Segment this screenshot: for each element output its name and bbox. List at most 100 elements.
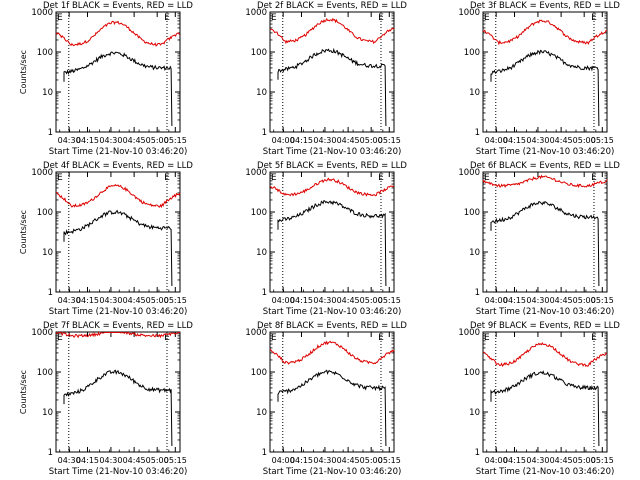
panel-title: Det 8f BLACK = Events, RED = LLD (257, 321, 407, 331)
y-tick-label: 1 (48, 288, 53, 298)
x-axis-label: Start Time (21-Nov-10 03:46:20) (476, 467, 615, 477)
panel-det-5: Det 5f BLACK = Events, RED = LLD 1 10 100 10… (245, 161, 407, 317)
flag-marker: E (57, 173, 63, 183)
x-axis-label: Start Time (21-Nov-10 03:46:20) (263, 467, 402, 477)
y-tick-label: 100 (251, 208, 267, 218)
y-tick-label: 100 (37, 48, 53, 58)
series-line-events (490, 49, 600, 127)
flag-marker: E (591, 173, 597, 183)
x-tick-label: 05:15 (591, 456, 614, 465)
panel-title: Det 5f BLACK = Events, RED = LLD (257, 161, 407, 171)
y-tick-label: 1000 (245, 168, 267, 178)
y-tick-label: 1000 (31, 168, 53, 178)
y-tick-label: 1 (262, 128, 267, 138)
panel-det-3: Det 3f BLACK = Events, RED = LLD 1 10 100 10… (458, 1, 620, 157)
y-tick-label: 1 (48, 128, 53, 138)
x-tick-label: 05:00 (573, 296, 596, 305)
x-tick-label: 04:30 (58, 136, 81, 145)
x-tick-label: 04:15 (290, 456, 313, 465)
y-tick-label: 10 (256, 248, 267, 258)
x-tick-label: 04:15 (503, 456, 526, 465)
y-axis-label: Counts/sec (19, 370, 28, 414)
y-tick-label: 100 (37, 208, 53, 218)
flag-marker: E (591, 333, 597, 343)
flag-marker: E (271, 333, 277, 343)
x-tick-label: 04:45 (123, 136, 146, 145)
x-tick-label: 05:00 (573, 136, 596, 145)
x-axis-label: Start Time (21-Nov-10 03:46:20) (49, 307, 188, 317)
x-tick-label: 04:00 (272, 136, 295, 145)
series-line-lld (55, 20, 181, 47)
x-tick-label: 04:30 (313, 136, 336, 145)
x-axis-label: Start Time (21-Nov-10 03:46:20) (476, 147, 615, 157)
series-line-events (490, 370, 600, 447)
y-tick-label: 100 (464, 368, 480, 378)
y-tick-label: 10 (469, 408, 480, 418)
flag-marker: E (164, 13, 170, 23)
series-line-lld (482, 342, 608, 368)
y-tick-label: 1000 (31, 8, 53, 18)
panel-det-4: Det 4f BLACK = Events, RED = LLD 1 10 100 10… (19, 161, 193, 317)
x-tick-label: 05:00 (360, 136, 383, 145)
y-tick-label: 100 (251, 368, 267, 378)
x-tick-label: 04:45 (337, 136, 360, 145)
x-tick-label: 04:30 (526, 456, 549, 465)
y-tick-label: 1000 (458, 8, 480, 18)
y-tick-label: 10 (469, 88, 480, 98)
x-tick-label: 05:15 (378, 456, 401, 465)
y-tick-label: 10 (42, 88, 53, 98)
x-tick-label: 05:15 (591, 296, 614, 305)
series-line-lld (269, 177, 395, 197)
plot-frame (482, 171, 608, 293)
panel-title: Det 6f BLACK = Events, RED = LLD (470, 161, 620, 171)
y-tick-label: 1000 (458, 168, 480, 178)
x-tick-label: 04:15 (290, 136, 313, 145)
panel-det-6: Det 6f BLACK = Events, RED = LLD 1 10 100 10… (458, 161, 620, 317)
x-tick-label: 05:00 (360, 456, 383, 465)
panel-title: Det 1f BLACK = Events, RED = LLD (43, 1, 193, 11)
x-tick-label: 05:15 (164, 456, 187, 465)
x-tick-label: 04:30 (526, 136, 549, 145)
flag-marker: E (378, 13, 384, 23)
x-tick-label: 05:15 (378, 296, 401, 305)
flag-marker: E (484, 333, 490, 343)
plot-frame (482, 331, 608, 453)
panel-det-1: Det 1f BLACK = Events, RED = LLD 1 10 100 10… (19, 1, 193, 157)
x-tick-label: 05:15 (378, 136, 401, 145)
x-axis-label: Start Time (21-Nov-10 03:46:20) (49, 147, 188, 157)
y-tick-label: 10 (469, 248, 480, 258)
x-tick-label: 05:00 (146, 296, 169, 305)
y-tick-label: 100 (464, 48, 480, 58)
x-tick-label: 04:00 (485, 296, 508, 305)
panel-title: Det 9f BLACK = Events, RED = LLD (470, 321, 620, 331)
x-tick-label: 04:00 (485, 136, 508, 145)
x-axis-label: Start Time (21-Nov-10 03:46:20) (476, 307, 615, 317)
x-tick-label: 05:00 (146, 456, 169, 465)
y-tick-label: 10 (256, 88, 267, 98)
x-tick-label: 04:45 (123, 456, 146, 465)
y-tick-label: 1000 (245, 328, 267, 338)
plot-frame (55, 11, 181, 133)
y-tick-label: 1 (262, 288, 267, 298)
flag-marker: E (57, 13, 63, 23)
y-tick-label: 10 (42, 408, 53, 418)
y-tick-label: 1000 (245, 8, 267, 18)
panel-det-7: Det 7f BLACK = Events, RED = LLD 1 10 100 10… (19, 321, 193, 477)
series-line-events (277, 47, 387, 127)
x-tick-label: 04:15 (290, 296, 313, 305)
x-tick-label: 04:30 (313, 296, 336, 305)
y-tick-label: 100 (37, 368, 53, 378)
x-tick-label: 04:30 (313, 456, 336, 465)
panel-title: Det 7f BLACK = Events, RED = LLD (43, 321, 193, 331)
x-tick-label: 04:45 (123, 296, 146, 305)
y-tick-label: 1 (262, 448, 267, 458)
plot-frame (55, 171, 181, 293)
x-tick-label: 04:30 (99, 296, 122, 305)
series-line-events (63, 51, 173, 127)
y-axis-label: Counts/sec (19, 50, 28, 94)
panel-det-8: Det 8f BLACK = Events, RED = LLD 1 10 100 10… (245, 321, 407, 477)
x-tick-label: 04:45 (550, 296, 573, 305)
series-line-lld (482, 19, 608, 46)
x-tick-label: 04:15 (76, 296, 99, 305)
x-tick-label: 04:45 (337, 456, 360, 465)
